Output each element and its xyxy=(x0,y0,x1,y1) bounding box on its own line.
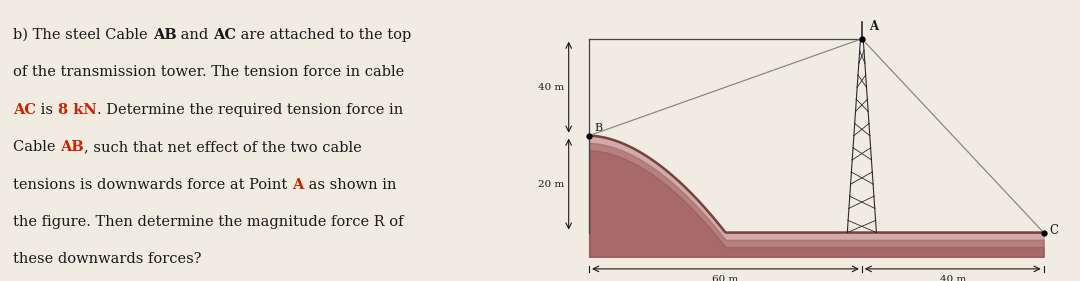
Text: A: A xyxy=(868,20,878,33)
Text: AB: AB xyxy=(60,140,84,154)
Text: C: C xyxy=(1049,224,1058,237)
Text: AC: AC xyxy=(13,103,37,117)
Text: these downwards forces?: these downwards forces? xyxy=(13,252,202,266)
Text: tensions is downwards force at Point: tensions is downwards force at Point xyxy=(13,178,293,192)
Text: 20 m: 20 m xyxy=(538,180,564,189)
Text: 60 m: 60 m xyxy=(713,275,739,281)
Text: B: B xyxy=(595,123,603,133)
Text: of the transmission tower. The tension force in cable: of the transmission tower. The tension f… xyxy=(13,65,405,80)
Text: is: is xyxy=(37,103,58,117)
Text: . Determine the required tension force in: . Determine the required tension force i… xyxy=(97,103,403,117)
Text: b) The steel Cable: b) The steel Cable xyxy=(13,28,152,42)
Text: 8 kN: 8 kN xyxy=(58,103,97,117)
Text: , such that net effect of the two cable: , such that net effect of the two cable xyxy=(84,140,362,154)
Text: the figure. Then determine the magnitude force R of: the figure. Then determine the magnitude… xyxy=(13,215,404,229)
Text: 40 m: 40 m xyxy=(940,275,966,281)
Text: AC: AC xyxy=(213,28,237,42)
Text: and: and xyxy=(176,28,213,42)
Text: A: A xyxy=(293,178,303,192)
Text: are attached to the top: are attached to the top xyxy=(237,28,411,42)
Text: as shown in: as shown in xyxy=(303,178,396,192)
Text: 40 m: 40 m xyxy=(538,83,564,92)
Text: Cable: Cable xyxy=(13,140,60,154)
Text: AB: AB xyxy=(152,28,176,42)
